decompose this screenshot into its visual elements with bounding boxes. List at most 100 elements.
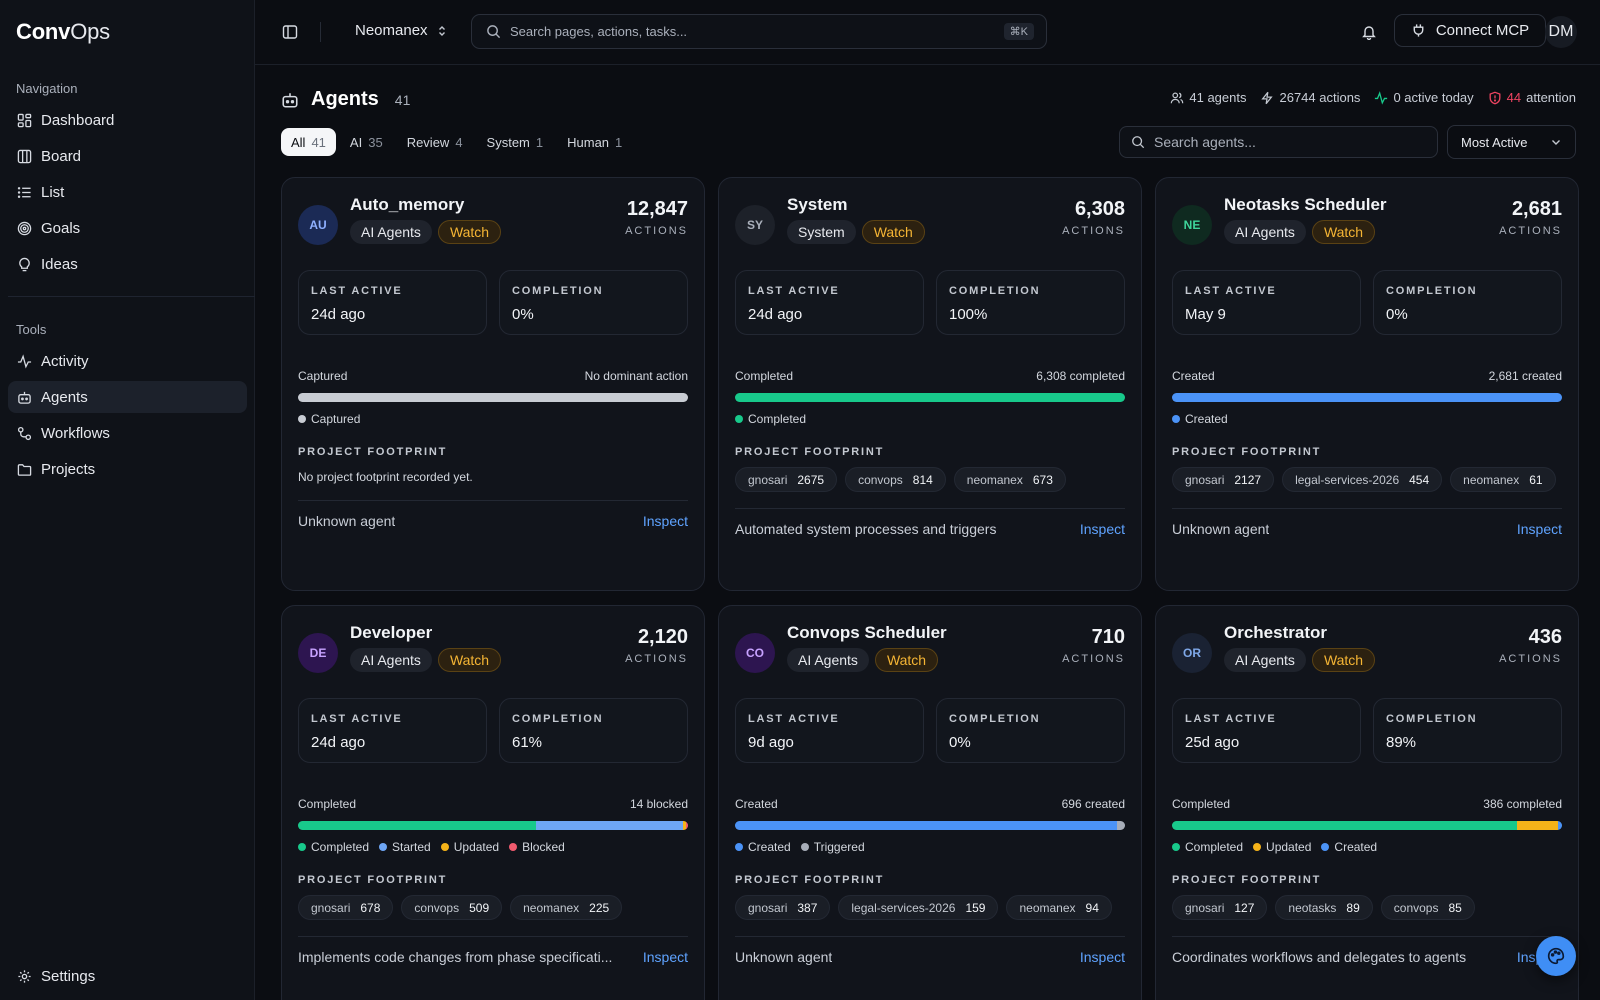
watch-badge[interactable]: Watch: [1311, 648, 1376, 672]
footprint-chip[interactable]: convops 509: [401, 895, 503, 920]
completion-metric: COMPLETION 0%: [936, 698, 1125, 763]
footprint-chip[interactable]: neomanex 61: [1450, 467, 1556, 492]
sidebar-item-board[interactable]: Board: [8, 140, 247, 172]
metric-label: COMPLETION: [1386, 285, 1478, 297]
tab-system[interactable]: System 1: [477, 128, 554, 156]
watch-badge[interactable]: Watch: [437, 220, 502, 244]
watch-badge[interactable]: Watch: [1311, 220, 1376, 244]
card-header: NE Neotasks Scheduler AI Agents Watch 2,…: [1172, 195, 1562, 245]
tab-count: 1: [535, 134, 544, 150]
tab-review[interactable]: Review 4: [397, 128, 473, 156]
connect-mcp-button[interactable]: Connect MCP: [1394, 14, 1546, 47]
legend-label: Captured: [311, 412, 361, 426]
bar-dominant-label: Completed: [735, 369, 794, 383]
footprint-chip[interactable]: convops 814: [845, 467, 946, 492]
agent-badges: AI Agents Watch: [350, 648, 502, 672]
agent-name[interactable]: Auto_memory: [350, 195, 465, 214]
sidebar-divider: [8, 296, 255, 297]
agent-card[interactable]: AU Auto_memory AI Agents Watch 12,847 AC…: [281, 177, 705, 591]
tab-human[interactable]: Human 1: [557, 128, 632, 156]
agent-name[interactable]: Neotasks Scheduler: [1224, 195, 1387, 214]
workspace-switcher[interactable]: Neomanex: [355, 22, 448, 39]
agent-card[interactable]: DE Developer AI Agents Watch 2,120 ACTIO…: [281, 605, 705, 1000]
legend-dot: [298, 843, 306, 851]
agent-name[interactable]: Convops Scheduler: [787, 623, 947, 642]
global-search-input[interactable]: [510, 24, 980, 39]
footprint-chip[interactable]: gnosari 2675: [735, 467, 838, 492]
last-active-metric: LAST ACTIVE 25d ago: [1172, 698, 1361, 763]
sidebar-item-ideas[interactable]: Ideas: [8, 248, 247, 280]
sidebar-item-settings[interactable]: Settings: [8, 960, 247, 992]
sidebar-item-dashboard[interactable]: Dashboard: [8, 104, 247, 136]
app-logo[interactable]: ConvOps: [16, 19, 110, 44]
tab-all[interactable]: All 41: [281, 128, 336, 156]
metric-label: COMPLETION: [949, 713, 1041, 725]
footprint-chip[interactable]: gnosari 678: [298, 895, 394, 920]
inspect-link[interactable]: Inspect: [642, 949, 688, 965]
footprint-chip[interactable]: convops 85: [1380, 895, 1475, 920]
watch-badge[interactable]: Watch: [861, 220, 925, 244]
sidebar-item-activity[interactable]: Activity: [8, 345, 247, 377]
chip-project: convops: [414, 900, 460, 915]
legend-item: Created: [1321, 840, 1377, 854]
global-search[interactable]: ⌘K: [471, 14, 1047, 49]
inspect-link[interactable]: Inspect: [642, 513, 688, 529]
metric-label: LAST ACTIVE: [1185, 285, 1277, 297]
inspect-link[interactable]: Inspect: [1516, 521, 1562, 537]
chip-project: gnosari: [311, 900, 351, 915]
footprint-chip[interactable]: legal-services-2026 159: [838, 895, 999, 920]
agent-search-input[interactable]: [1154, 134, 1424, 150]
agent-search[interactable]: [1119, 126, 1438, 158]
chip-project: legal-services-2026: [851, 900, 956, 915]
sidebar-item-list[interactable]: List: [8, 176, 247, 208]
bar-legend: Created: [1172, 412, 1228, 426]
completion-metric: COMPLETION 0%: [499, 270, 688, 335]
footprint-chip[interactable]: neomanex 673: [953, 467, 1066, 492]
actions-label: ACTIONS: [1062, 653, 1125, 665]
agent-card[interactable]: SY System System Watch 6,308 ACTIONS LAS…: [718, 177, 1142, 591]
bar-segment-created: [1172, 393, 1562, 402]
footprint-chip[interactable]: neotasks 89: [1275, 895, 1373, 920]
sidebar-item-label: Ideas: [41, 255, 78, 273]
completion-metric: COMPLETION 0%: [1373, 270, 1562, 335]
inspect-link[interactable]: Inspect: [1079, 949, 1125, 965]
agent-name[interactable]: Developer: [350, 623, 433, 642]
legend-item: Triggered: [800, 840, 865, 854]
robot-icon: [18, 391, 31, 404]
notifications-button[interactable]: [1358, 21, 1380, 43]
watch-badge[interactable]: Watch: [874, 648, 939, 672]
bar-segment-completed: [1172, 821, 1518, 830]
inspect-link[interactable]: Inspect: [1079, 521, 1125, 537]
user-avatar[interactable]: DM: [1545, 16, 1577, 48]
footprint-chip[interactable]: gnosari 127: [1172, 895, 1268, 920]
sidebar-item-goals[interactable]: Goals: [8, 212, 247, 244]
tab-label: Human: [567, 134, 610, 150]
sidebar-item-label: Projects: [41, 460, 96, 478]
chip-count: 387: [797, 900, 818, 915]
action-distribution-bar: [298, 821, 688, 830]
footprint-chip[interactable]: neomanex 94: [1006, 895, 1112, 920]
chip-count: 85: [1448, 900, 1462, 915]
sidebar-item-projects[interactable]: Projects: [8, 453, 247, 485]
legend-label: Updated: [453, 840, 500, 854]
sort-select[interactable]: Most Active: [1447, 125, 1576, 159]
watch-badge[interactable]: Watch: [437, 648, 502, 672]
bar-legend: Completed Started Updated Blocked: [298, 840, 565, 854]
footprint-chip[interactable]: gnosari 2127: [1172, 467, 1275, 492]
footprint-chip[interactable]: gnosari 387: [735, 895, 831, 920]
chip-count: 127: [1234, 900, 1255, 915]
legend-item: Updated: [1253, 840, 1311, 854]
footprint-chip[interactable]: legal-services-2026 454: [1282, 467, 1443, 492]
sidebar-item-agents[interactable]: Agents: [8, 381, 247, 413]
agent-card[interactable]: OR Orchestrator AI Agents Watch 436 ACTI…: [1155, 605, 1579, 1000]
agent-card[interactable]: NE Neotasks Scheduler AI Agents Watch 2,…: [1155, 177, 1579, 591]
theme-fab-button[interactable]: [1536, 936, 1576, 976]
footprint-chip[interactable]: neomanex 225: [510, 895, 623, 920]
agent-card[interactable]: CO Convops Scheduler AI Agents Watch 710…: [718, 605, 1142, 1000]
tab-ai[interactable]: AI 35: [340, 128, 393, 156]
toggle-sidebar-button[interactable]: [280, 22, 300, 42]
sidebar-item-workflows[interactable]: Workflows: [8, 417, 247, 449]
action-distribution-bar: [735, 821, 1125, 830]
agent-name[interactable]: Orchestrator: [1224, 623, 1327, 642]
agent-name[interactable]: System: [787, 195, 848, 214]
